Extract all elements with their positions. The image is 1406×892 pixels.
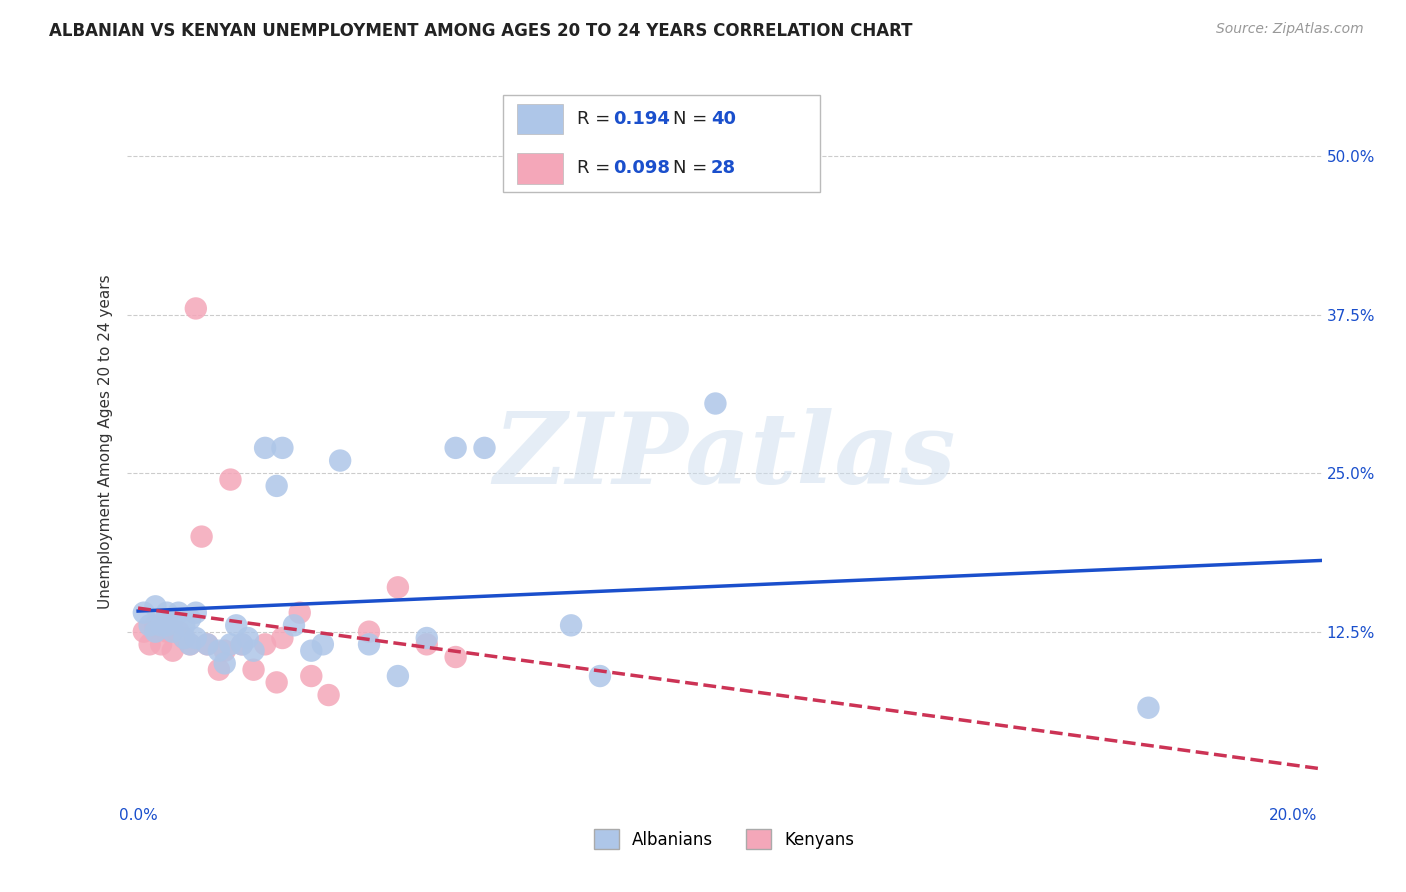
Point (589, 669, 612, 683)
Point (145, 618, 167, 632)
Point (236, 631, 259, 645)
Point (167, 624, 190, 639)
Point (242, 663, 264, 677)
Point (704, 396, 727, 410)
Point (444, 441, 467, 455)
Point (214, 657, 236, 671)
Point (254, 441, 277, 455)
Point (444, 650, 467, 665)
Text: Source: ZipAtlas.com: Source: ZipAtlas.com (1216, 22, 1364, 37)
Point (162, 624, 184, 639)
FancyBboxPatch shape (517, 153, 562, 184)
Point (357, 637, 380, 651)
Point (387, 580, 409, 594)
Point (156, 606, 179, 620)
Point (162, 612, 184, 626)
Point (387, 669, 409, 683)
Y-axis label: Unemployment Among Ages 20 to 24 years: Unemployment Among Ages 20 to 24 years (97, 274, 112, 609)
Point (288, 606, 311, 620)
Point (162, 643, 184, 657)
Point (219, 637, 242, 651)
Text: R =: R = (576, 160, 616, 178)
Point (132, 606, 155, 620)
Point (208, 663, 231, 677)
Point (231, 637, 253, 651)
Point (214, 643, 236, 657)
Point (1137, 700, 1160, 714)
Point (266, 479, 288, 493)
Point (184, 631, 207, 645)
Point (195, 637, 218, 651)
Point (138, 637, 160, 651)
Point (150, 618, 173, 632)
Point (167, 606, 190, 620)
Text: 40: 40 (711, 111, 735, 128)
Point (231, 637, 253, 651)
Point (145, 624, 167, 639)
Text: R =: R = (576, 111, 616, 128)
Point (271, 441, 294, 455)
Point (299, 669, 322, 683)
Point (190, 530, 212, 544)
Point (318, 688, 340, 702)
Point (254, 637, 277, 651)
Point (219, 473, 242, 487)
Point (195, 637, 218, 651)
Point (150, 637, 173, 651)
Point (184, 301, 207, 316)
Point (283, 618, 305, 632)
Point (179, 612, 201, 626)
Point (266, 675, 288, 690)
FancyBboxPatch shape (517, 104, 562, 135)
Point (156, 624, 179, 639)
Point (173, 618, 195, 632)
Point (225, 618, 247, 632)
Point (357, 624, 380, 639)
Point (132, 624, 155, 639)
Point (329, 453, 352, 467)
Point (416, 631, 439, 645)
Point (208, 643, 231, 657)
Point (184, 606, 207, 620)
Text: 0.098: 0.098 (613, 160, 669, 178)
Point (156, 618, 179, 632)
Point (560, 618, 582, 632)
FancyBboxPatch shape (503, 95, 820, 193)
Text: ZIPatlas: ZIPatlas (494, 408, 955, 504)
Point (173, 631, 195, 645)
Point (312, 637, 335, 651)
Point (299, 643, 322, 657)
Point (179, 637, 201, 651)
Point (156, 612, 179, 626)
Point (179, 637, 201, 651)
Point (173, 631, 195, 645)
Text: N =: N = (672, 111, 713, 128)
Point (138, 618, 160, 632)
Text: ALBANIAN VS KENYAN UNEMPLOYMENT AMONG AGES 20 TO 24 YEARS CORRELATION CHART: ALBANIAN VS KENYAN UNEMPLOYMENT AMONG AG… (49, 22, 912, 40)
Point (242, 643, 264, 657)
Point (416, 637, 439, 651)
Text: 28: 28 (711, 160, 737, 178)
Text: N =: N = (672, 160, 713, 178)
Point (474, 441, 496, 455)
Point (271, 631, 294, 645)
Text: 0.194: 0.194 (613, 111, 669, 128)
Legend: Albanians, Kenyans: Albanians, Kenyans (586, 822, 862, 856)
Point (145, 599, 167, 614)
